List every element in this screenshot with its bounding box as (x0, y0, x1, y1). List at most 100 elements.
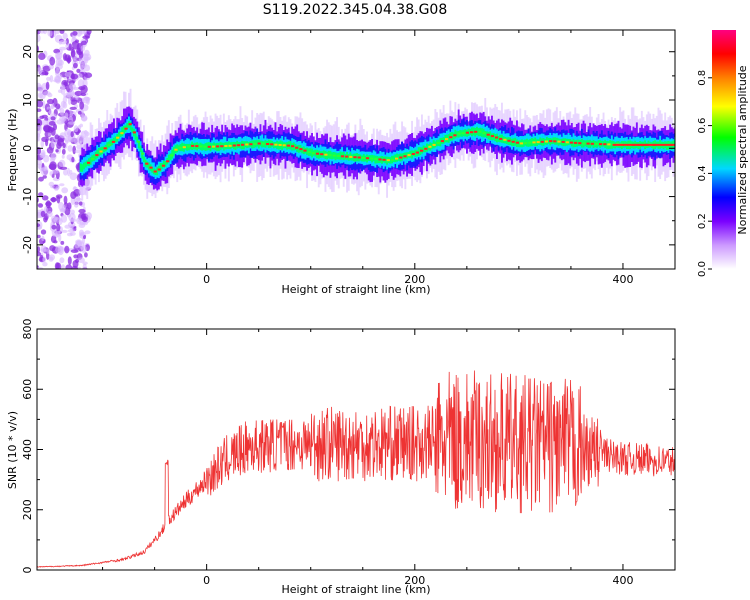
noise-cell (83, 56, 91, 61)
noise-cell (76, 217, 82, 225)
ridge-peak (590, 142, 594, 145)
colorbar-gradient (712, 30, 736, 269)
ridge-cell (106, 142, 109, 150)
ridge-peak (565, 141, 569, 144)
ridge-peak (87, 161, 91, 164)
noise-cell (55, 52, 63, 60)
ridge-cell (83, 162, 85, 170)
ridge-cell (123, 125, 125, 134)
ridge-cell (162, 160, 165, 168)
noise-cell (69, 106, 77, 110)
ridge-cell (151, 167, 154, 173)
ridge-peak (382, 158, 386, 161)
noise-cell (37, 118, 43, 128)
snr-axes: 0 200 400 0 200 400 600 800 (21, 319, 676, 587)
ridge-cell (176, 144, 179, 153)
noise-cell (71, 156, 75, 163)
noise-cell (67, 145, 73, 152)
ridge-peak (328, 154, 332, 157)
noise-cell (37, 133, 41, 138)
noise-cell (80, 245, 87, 254)
noise-cell (67, 55, 71, 64)
ridge-peak (295, 146, 299, 149)
noise-cell (39, 254, 44, 262)
ridge-peak (99, 150, 103, 153)
spectrogram-axes: 0 200 400 -20 -10 0 10 20 (21, 30, 676, 286)
noise-cell (79, 101, 85, 110)
noise-cell (84, 230, 91, 235)
noise-cell (41, 71, 49, 75)
ridge-cell (481, 128, 483, 137)
noise-cell (59, 257, 65, 264)
colorbar-tick-label: 0.2 (697, 213, 708, 229)
ridge-peak (461, 132, 465, 135)
ridge-peak (257, 142, 261, 145)
noise-cell (78, 208, 86, 214)
ridge-peak (445, 138, 449, 141)
ridge-cell (547, 137, 550, 144)
ridge-peak (582, 142, 586, 145)
noise-cell (76, 50, 81, 54)
ridge-peak (557, 140, 561, 143)
ridge-peak (482, 132, 486, 135)
ridge-peak (594, 142, 599, 145)
ridge-peak (549, 140, 553, 143)
ridge-peak (124, 127, 128, 130)
ridge-cell (454, 129, 457, 139)
y-tick-label: -10 (21, 188, 34, 206)
ridge-cell (364, 155, 367, 162)
ridge-cell (580, 138, 583, 148)
colorbar-tick-label: 0.0 (697, 261, 708, 277)
ridge-peak (103, 147, 107, 150)
noise-cell (69, 97, 77, 102)
ridge-cell (89, 157, 92, 165)
noise-cell (73, 125, 79, 133)
ridge-peak (424, 147, 428, 150)
ridge-cell (156, 167, 159, 176)
ridge-peak (511, 140, 515, 143)
ridge-cell (426, 143, 428, 152)
ridge-cell (164, 160, 167, 167)
ridge-peak (186, 145, 191, 148)
noise-cell (37, 203, 44, 208)
noise-cell (45, 200, 51, 209)
ridge-cell (322, 150, 325, 158)
ridge-peak (607, 143, 611, 146)
noise-cell (37, 251, 41, 257)
ridge-cell (514, 137, 517, 146)
ridge-peak (574, 141, 578, 144)
ridge-peak (311, 152, 315, 155)
ridge-cell (347, 154, 350, 161)
y-tick-label: 20 (21, 45, 34, 59)
ridge-cell (84, 161, 87, 168)
ridge-cell (464, 129, 467, 137)
ridge-cell (555, 137, 558, 145)
ridge-peak (365, 157, 370, 160)
noise-cell (73, 186, 77, 190)
ridge-cell (114, 136, 117, 143)
noise-cell (50, 127, 56, 136)
ridge-cell (397, 154, 400, 161)
noise-cell (37, 147, 42, 155)
noise-cell (39, 30, 45, 34)
noise-cell (82, 263, 87, 269)
noise-cell (40, 229, 47, 235)
ridge-peak (174, 148, 178, 151)
noise-cell (40, 210, 46, 218)
noise-cell (37, 100, 44, 108)
noise-cell (51, 169, 59, 175)
noise-cell (37, 125, 43, 131)
noise-cell (81, 114, 88, 122)
noise-cell (72, 31, 78, 36)
ridge-cell (381, 156, 383, 164)
ridge-peak (415, 151, 419, 154)
noise-cell (77, 79, 84, 88)
noise-cell (78, 51, 84, 59)
noise-cell (49, 56, 56, 66)
ridge-cell (222, 142, 225, 151)
ridge-peak (91, 157, 95, 160)
ridge-peak (216, 145, 220, 148)
noise-cell (46, 106, 51, 110)
snr-xlabel: Height of straight line (km) (281, 583, 430, 596)
ridge-cell (564, 138, 567, 147)
